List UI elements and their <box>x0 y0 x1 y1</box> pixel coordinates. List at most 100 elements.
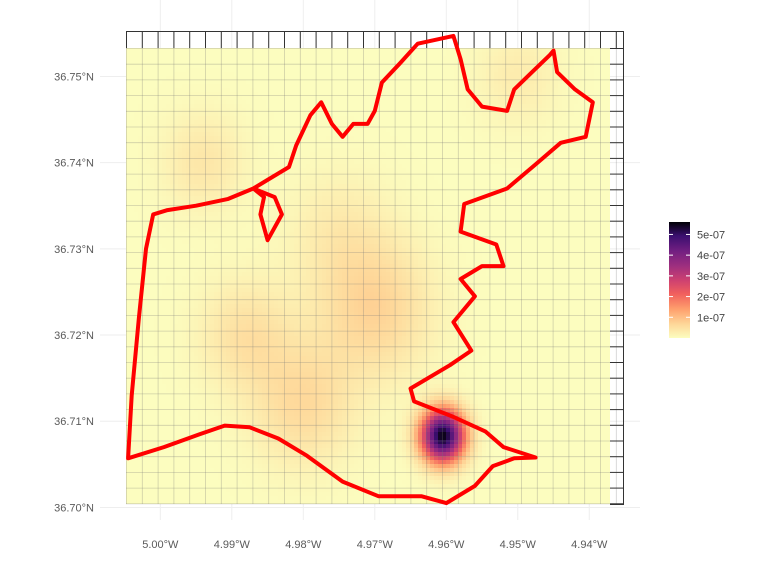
heatmap-cell <box>214 68 219 73</box>
heatmap-cell <box>154 64 159 69</box>
heatmap-cell <box>282 408 287 413</box>
heatmap-cell <box>290 340 295 345</box>
heatmap-cell <box>182 380 187 385</box>
heatmap-cell <box>202 416 207 421</box>
heatmap-cell <box>238 264 243 269</box>
heatmap-cell <box>150 120 155 125</box>
heatmap-cell <box>254 168 259 173</box>
heatmap-cell <box>270 112 275 117</box>
heatmap-cell <box>174 272 179 277</box>
heatmap-cell <box>266 384 271 389</box>
heatmap-cell <box>230 368 235 373</box>
heatmap-cell <box>142 128 147 133</box>
heatmap-cell <box>298 320 303 325</box>
heatmap-cell <box>214 280 219 285</box>
heatmap-cell <box>174 452 179 457</box>
heatmap-cell <box>266 316 271 321</box>
heatmap-cell <box>154 464 159 469</box>
heatmap-cell <box>230 136 235 141</box>
heatmap-cell <box>262 292 267 297</box>
heatmap-cell <box>134 312 139 317</box>
heatmap-cell <box>278 120 283 125</box>
heatmap-cell <box>274 252 279 257</box>
heatmap-cell <box>262 96 267 101</box>
heatmap-cell <box>126 212 131 217</box>
heatmap-cell <box>214 368 219 373</box>
heatmap-cell <box>166 300 171 305</box>
heatmap-cell <box>138 224 143 229</box>
heatmap-cell <box>166 308 171 313</box>
heatmap-cell <box>222 148 227 153</box>
heatmap-cell <box>274 396 279 401</box>
heatmap-cell <box>162 268 167 273</box>
heatmap-cell <box>258 120 263 125</box>
heatmap-cell <box>206 96 211 101</box>
heatmap-cell <box>250 256 255 261</box>
heatmap-cell <box>282 256 287 261</box>
heatmap-cell <box>202 444 207 449</box>
heatmap-cell <box>126 288 131 293</box>
heatmap-cell <box>242 296 247 301</box>
heatmap-cell <box>234 72 239 77</box>
heatmap-cell <box>166 336 171 341</box>
heatmap-cell <box>254 496 259 501</box>
heatmap-cell <box>294 152 299 157</box>
heatmap-cell <box>278 440 283 445</box>
heatmap-cell <box>174 220 179 225</box>
heatmap-cell <box>162 204 167 209</box>
heatmap-cell <box>274 324 279 329</box>
heatmap-cell <box>142 56 147 61</box>
heatmap-cell <box>298 280 303 285</box>
heatmap-cell <box>138 424 143 429</box>
heatmap-cell <box>178 308 183 313</box>
heatmap-cell <box>146 132 151 137</box>
heatmap-cell <box>230 452 235 457</box>
heatmap-cell <box>282 280 287 285</box>
heatmap-cell <box>294 184 299 189</box>
heatmap-cell <box>126 204 131 209</box>
heatmap-cell <box>230 208 235 213</box>
heatmap-cell <box>178 452 183 457</box>
heatmap-cell <box>262 252 267 257</box>
heatmap-cell <box>186 428 191 433</box>
heatmap-cell <box>186 368 191 373</box>
heatmap-cell <box>266 456 271 461</box>
heatmap-cell <box>170 492 175 497</box>
heatmap-cell <box>286 216 291 221</box>
heatmap-cell <box>166 400 171 405</box>
heatmap-cell <box>246 448 251 453</box>
heatmap-cell <box>266 92 271 97</box>
heatmap-cell <box>262 124 267 129</box>
heatmap-cell <box>290 492 295 497</box>
heatmap-cell <box>222 272 227 277</box>
heatmap-cell <box>290 132 295 137</box>
heatmap-cell <box>246 108 251 113</box>
heatmap-cell <box>218 172 223 177</box>
heatmap-cell <box>126 196 131 201</box>
heatmap-cell <box>238 244 243 249</box>
heatmap-cell <box>218 276 223 281</box>
heatmap-cell <box>182 492 187 497</box>
heatmap-cell <box>298 204 303 209</box>
heatmap-cell <box>254 372 259 377</box>
heatmap-cell <box>202 64 207 69</box>
heatmap-cell <box>202 368 207 373</box>
heatmap-cell <box>266 416 271 421</box>
heatmap-cell <box>222 364 227 369</box>
heatmap-cell <box>238 356 243 361</box>
heatmap-cell <box>282 176 287 181</box>
heatmap-cell <box>198 220 203 225</box>
heatmap-cell <box>246 456 251 461</box>
heatmap-cell <box>126 328 131 333</box>
heatmap-cell <box>150 244 155 249</box>
heatmap-cell <box>166 112 171 117</box>
heatmap-cell <box>286 132 291 137</box>
heatmap-cell <box>298 264 303 269</box>
heatmap-cell <box>294 472 299 477</box>
heatmap-cell <box>246 196 251 201</box>
heatmap-cell <box>146 172 151 177</box>
heatmap-cell <box>130 216 135 221</box>
heatmap-cell <box>210 236 215 241</box>
heatmap-cell <box>206 76 211 81</box>
heatmap-cell <box>182 248 187 253</box>
